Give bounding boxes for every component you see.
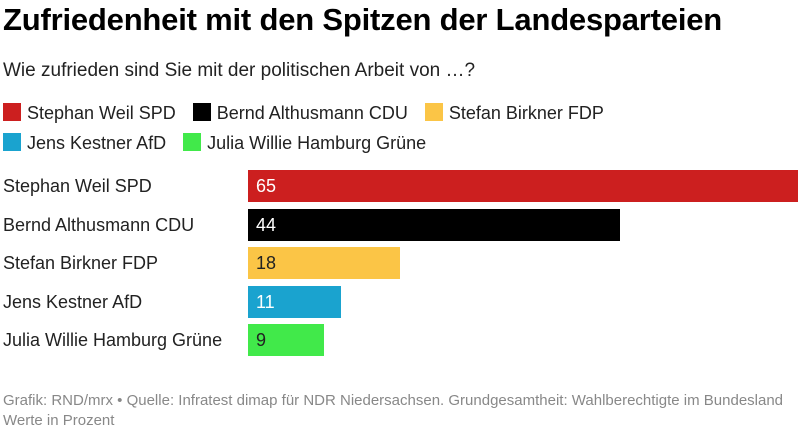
data-label-spd: 65 bbox=[256, 176, 277, 196]
data-label-afd: 11 bbox=[256, 291, 275, 312]
legend-swatch-gruene bbox=[183, 133, 202, 151]
legend-swatch-cdu bbox=[192, 103, 211, 121]
chart-footer: Grafik: RND/mrx • Quelle: Infratest dima… bbox=[3, 392, 784, 429]
legend-swatch-spd bbox=[3, 103, 21, 121]
legend-item-cdu: Bernd Althusmann CDU bbox=[192, 98, 408, 128]
legend-label-cdu: Bernd Althusmann CDU bbox=[216, 103, 408, 123]
legend-item-fdp: Stefan Birkner FDP bbox=[424, 98, 604, 128]
legend-swatch-afd bbox=[3, 133, 21, 151]
category-label-gruene: Julia Willie Hamburg Grüne bbox=[3, 330, 223, 350]
chart-title: Zufriedenheit mit den Spitzen der Landes… bbox=[3, 2, 723, 37]
data-label-gruene: 9 bbox=[256, 330, 267, 350]
legend-swatch-fdp bbox=[424, 103, 443, 121]
category-label-afd: Jens Kestner AfD bbox=[3, 291, 143, 312]
legend-label-spd: Stephan Weil SPD bbox=[27, 103, 176, 123]
legend-label-afd: Jens Kestner AfD bbox=[27, 133, 167, 153]
data-label-fdp: 18 bbox=[256, 253, 277, 273]
legend-item-afd: Jens Kestner AfD bbox=[3, 128, 166, 158]
data-label-cdu: 44 bbox=[256, 214, 277, 235]
chart-legend: Stephan Weil SPD Bernd Althusmann CDU St… bbox=[3, 98, 793, 158]
bar-spd: 65 bbox=[248, 170, 798, 202]
category-label-spd: Stephan Weil SPD bbox=[3, 176, 152, 196]
bar-afd: 11 bbox=[248, 285, 342, 318]
bar-cdu: 44 bbox=[248, 208, 621, 241]
legend-item-gruene: Julia Willie Hamburg Grüne bbox=[183, 128, 426, 158]
legend-label-fdp: Stefan Birkner FDP bbox=[448, 103, 604, 123]
legend-item-spd: Stephan Weil SPD bbox=[3, 98, 176, 128]
bar-chart: Stephan Weil SPD 65 Bernd Althusmann CDU 44… bbox=[0, 170, 800, 365]
chart-subtitle: Wie zufrieden sind Sie mit der politisch… bbox=[3, 60, 476, 81]
bar-gruene: 9 bbox=[248, 324, 325, 356]
category-label-fdp: Stefan Birkner FDP bbox=[3, 253, 159, 273]
category-label-cdu: Bernd Althusmann CDU bbox=[3, 214, 195, 235]
bar-fdp: 18 bbox=[248, 247, 401, 279]
legend-label-gruene: Julia Willie Hamburg Grüne bbox=[207, 133, 427, 153]
